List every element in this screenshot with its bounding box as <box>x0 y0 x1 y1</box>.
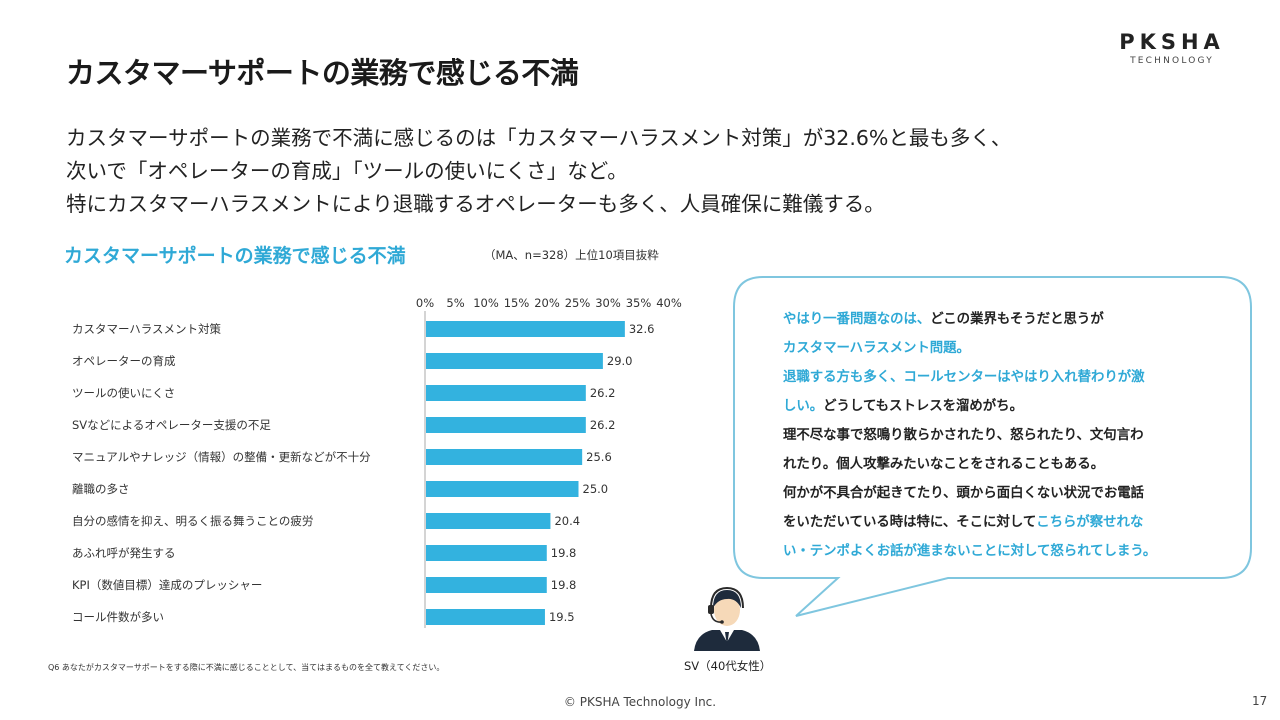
quote-line: をいただいている時は特に、そこに対してこちらが察せれな <box>783 508 1156 537</box>
quote-line: しい。どうしてもストレスを溜めがち。 <box>783 392 1156 421</box>
category-label: 自分の感情を抑え、明るく振る舞うことの疲労 <box>72 514 313 528</box>
quote-text: 理不尽な事で怒鳴り散らかされたり、怒られたり、文句言わ <box>783 428 1144 443</box>
category-label: 離職の多さ <box>72 482 130 496</box>
summary-text: カスタマーサポートの業務で不満に感じるのは「カスタマーハラスメント対策」が32.… <box>66 122 1011 221</box>
logo-subtitle: TECHNOLOGY <box>1130 56 1214 66</box>
bar <box>426 353 603 369</box>
summary-line: 特にカスタマーハラスメントにより退職するオペレーターも多く、人員確保に難儀する。 <box>66 192 885 216</box>
data-label: 19.8 <box>551 578 577 592</box>
bar <box>426 449 583 465</box>
category-label: KPI（数値目標）達成のプレッシャー <box>72 578 262 592</box>
category-label: ツールの使いにくさ <box>72 386 175 400</box>
quote-line: カスタマーハラスメント問題。 <box>783 334 1156 363</box>
category-label: コール件数が多い <box>72 610 164 624</box>
quote-text: 何かが不具合が起きてたり、頭から面白くない状況でお電話 <box>783 486 1145 501</box>
summary-line: カスタマーサポートの業務で不満に感じるのは「カスタマーハラスメント対策」が32.… <box>66 126 1012 150</box>
quote-highlight: 退職する方も多く、コールセンターはやはり入れ替わりが激 <box>783 370 1145 385</box>
bar <box>426 545 547 561</box>
speech-bubble-outline <box>733 276 1252 617</box>
operator-avatar-icon <box>694 586 760 651</box>
copyright-footer: © PKSHA Technology Inc. <box>563 695 717 709</box>
category-label: マニュアルやナレッジ（情報）の整備・更新などが不十分 <box>72 450 371 464</box>
data-label: 19.8 <box>551 546 577 560</box>
page-title: カスタマーサポートの業務で感じる不満 <box>66 56 579 90</box>
quote-line: やはり一番問題なのは、どこの業界もそうだと思うが <box>783 305 1156 334</box>
page-number: 17 <box>1252 694 1268 708</box>
speech-bubble <box>733 276 1252 617</box>
x-tick-label: 35% <box>626 296 652 310</box>
quote-line: れたり。個人攻撃みたいなことをされることもある。 <box>783 450 1156 479</box>
data-label: 25.6 <box>586 450 612 464</box>
data-label: 20.4 <box>554 514 580 528</box>
logo-wordmark: PKSHA <box>1119 30 1225 54</box>
x-tick-label: 0% <box>416 296 434 310</box>
quote-line: 何かが不具合が起きてたり、頭から面白くない状況でお電話 <box>783 479 1156 508</box>
quote-highlight: やはり一番問題なのは、 <box>783 312 931 327</box>
quote-line: 退職する方も多く、コールセンターはやはり入れ替わりが激 <box>783 363 1156 392</box>
speaker-label: SV（40代女性） <box>684 659 772 673</box>
quote-text: をいただいている時は特に、そこに対して <box>783 515 1037 530</box>
data-label: 19.5 <box>549 610 575 624</box>
bar-chart: 0% 5% 10% 15% 20% 25% 30% 35% 40% カスタマーハラスメント対策 32… <box>72 296 682 628</box>
data-label: 26.2 <box>590 418 616 432</box>
bar <box>426 321 625 337</box>
bar <box>426 417 586 433</box>
category-label: あふれ呼が発生する <box>72 546 176 560</box>
data-label: 32.6 <box>629 322 655 336</box>
x-tick-label: 40% <box>656 296 682 310</box>
bar <box>426 577 547 593</box>
data-label: 26.2 <box>590 386 616 400</box>
quote-highlight: い・テンポよくお話が進まないことに対して怒られてしまう。 <box>783 544 1157 559</box>
quote-line: 理不尽な事で怒鳴り散らかされたり、怒られたり、文句言わ <box>783 421 1156 450</box>
category-label: SVなどによるオペレーター支援の不足 <box>72 418 271 432</box>
bar <box>426 609 545 625</box>
summary-line: 次いで「オペレーターの育成」「ツールの使いにくさ」など。 <box>66 159 628 183</box>
data-label: 25.0 <box>583 482 609 496</box>
x-tick-label: 20% <box>534 296 560 310</box>
quote-highlight: しい。 <box>783 399 824 414</box>
quote-text: れたり。個人攻撃みたいなことをされることもある。 <box>783 457 1105 472</box>
chart-title: カスタマーサポートの業務で感じる不満 <box>64 245 406 267</box>
bar <box>426 481 579 497</box>
x-tick-label: 30% <box>595 296 621 310</box>
data-label: 29.0 <box>607 354 633 368</box>
category-label: オペレーターの育成 <box>72 354 176 368</box>
quote-line: い・テンポよくお話が進まないことに対して怒られてしまう。 <box>783 537 1156 566</box>
quote-text: どこの業界もそうだと思うが <box>930 312 1104 327</box>
x-tick-label: 25% <box>565 296 591 310</box>
x-tick-label: 5% <box>446 296 464 310</box>
chart-sample-note: （MA、n=328）上位10項目抜粋 <box>484 248 659 262</box>
x-tick-label: 15% <box>504 296 530 310</box>
x-tick-label: 10% <box>473 296 499 310</box>
quote-highlight: カスタマーハラスメント問題。 <box>783 341 970 356</box>
bar <box>426 385 586 401</box>
quote-highlight: こちらが察せれな <box>1036 515 1144 530</box>
company-logo: PKSHA TECHNOLOGY <box>1112 30 1232 66</box>
question-footnote: Q6 あなたがカスタマーサポートをする際に不満に感じることとして、当てはまるもの… <box>48 663 445 672</box>
bar <box>426 513 551 529</box>
bubble-quote: やはり一番問題なのは、どこの業界もそうだと思うがカスタマーハラスメント問題。退職… <box>783 305 1156 566</box>
quote-text: どうしてもストレスを溜めがち。 <box>823 399 1023 414</box>
category-label: カスタマーハラスメント対策 <box>72 322 222 336</box>
